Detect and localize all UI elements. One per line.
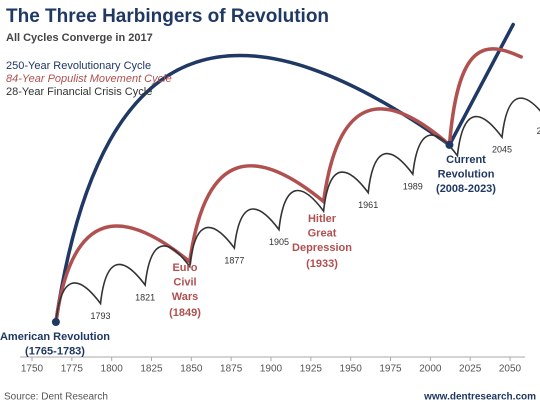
annotation: Current bbox=[446, 154, 486, 166]
x-tick-label: 2050 bbox=[499, 364, 522, 375]
x-tick-label: 1825 bbox=[140, 364, 163, 375]
x-tick-label: 1750 bbox=[21, 364, 44, 375]
x-tick-label: 1800 bbox=[101, 364, 124, 375]
x-tick-label: 2000 bbox=[419, 364, 442, 375]
x-tick-label: 2025 bbox=[459, 364, 482, 375]
trough-label: 2045 bbox=[492, 145, 512, 155]
annotation: Hitler bbox=[308, 213, 337, 225]
x-tick-label: 1950 bbox=[340, 364, 363, 375]
annotation: (2008-2023) bbox=[436, 183, 496, 195]
trough-label: 1905 bbox=[269, 237, 289, 247]
trough-label: 1821 bbox=[135, 292, 155, 302]
x-tick-label: 1975 bbox=[379, 364, 402, 375]
trough-label: 1989 bbox=[403, 182, 423, 192]
trough-dot bbox=[51, 318, 60, 326]
x-tick-label: 1925 bbox=[300, 364, 323, 375]
annotation: (1765-1783) bbox=[25, 345, 85, 357]
x-tick-label: 1900 bbox=[260, 364, 283, 375]
x-tick-label: 1875 bbox=[220, 364, 243, 375]
annotation: Wars bbox=[172, 291, 199, 303]
chart-title: The Three Harbingers of Revolution bbox=[6, 6, 329, 27]
annotation: (1849) bbox=[169, 307, 201, 319]
annotation: Civil bbox=[173, 276, 196, 288]
annotation: Great bbox=[308, 227, 337, 239]
trough-label: 1877 bbox=[224, 255, 244, 265]
legend-label: 250-Year Revolutionary Cycle bbox=[6, 60, 151, 72]
legend-label: 28-Year Financial Crisis Cycle bbox=[6, 86, 152, 98]
cycle-line bbox=[55, 97, 540, 323]
annotation: Revolution bbox=[438, 168, 495, 180]
trough-label: 2073 bbox=[537, 126, 540, 136]
chart-subtitle: All Cycles Converge in 2017 bbox=[6, 32, 153, 44]
trough-label: 1961 bbox=[358, 200, 378, 210]
source: Source: Dent Research bbox=[4, 392, 108, 403]
annotation: (1933) bbox=[306, 258, 338, 270]
cycle-line bbox=[54, 22, 515, 324]
annotation: Depression bbox=[292, 242, 352, 254]
x-tick-label: 1850 bbox=[180, 364, 203, 375]
cycle-line bbox=[54, 47, 523, 324]
trough-label: 1793 bbox=[90, 311, 110, 321]
trough-dot bbox=[445, 140, 454, 149]
legend-label: 84-Year Populist Movement Cycle bbox=[6, 73, 172, 85]
x-tick-label: 1775 bbox=[61, 364, 84, 375]
website: www.dentresearch.com bbox=[423, 392, 536, 403]
annotation: American Revolution bbox=[0, 331, 110, 343]
annotation: Euro bbox=[172, 262, 197, 274]
